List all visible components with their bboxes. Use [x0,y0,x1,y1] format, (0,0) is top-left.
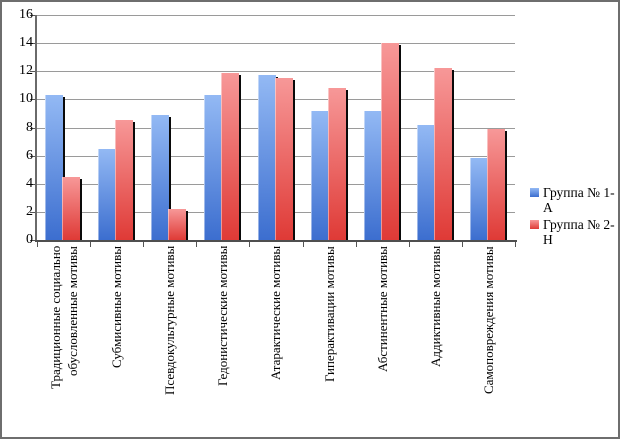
bar-series1 [151,114,170,240]
bar-series1 [310,110,329,240]
legend-swatch-group1-icon [530,188,539,197]
category-label: Абстинентные мотивы [356,246,409,437]
legend: Группа № 1-А Группа № 2-Н [530,185,615,249]
x-axis-tick [461,242,463,247]
bar-series1 [204,95,223,240]
y-axis-line [35,15,37,240]
gridline [37,15,515,16]
y-axis-tick [30,15,35,16]
category-label-text: Абстинентные мотивы [374,246,390,372]
y-axis-tick [30,71,35,73]
bar-series2 [433,68,452,240]
bar-series2 [274,78,293,240]
category-label: Атарактические мотивы [249,246,302,437]
legend-label-group1: Группа № 1-А [543,185,615,215]
legend-item-group2: Группа № 2-Н [530,217,615,247]
category-label: Гедонистические мотивы [196,246,249,437]
bar-series2 [486,128,505,240]
x-axis-tick [355,242,357,247]
bar-series1 [98,148,117,240]
bar-series2 [62,176,81,240]
legend-swatch-group2-icon [530,220,539,229]
category-label-text: Псевдокультурные мотивы [162,246,178,396]
x-axis-tick [37,242,38,247]
category-label: Псевдокультурные мотивы [143,246,196,437]
category-label-text: Самоповреждения мотивы [480,246,496,394]
bar-series2 [327,88,346,240]
category-label: Традиционные социально обусловленные мот… [37,246,90,437]
y-axis-label: 8 [26,119,33,135]
category-label: Аддиктивные мотивы [409,246,462,437]
legend-item-group1: Группа № 1-А [530,185,615,215]
category-label: Гиперактивации мотивы [303,246,356,437]
y-axis-label: 12 [19,63,33,79]
y-axis-tick [30,211,35,213]
y-axis-tick [30,240,35,241]
x-axis-tick [515,242,516,247]
bar-series1 [363,110,382,240]
x-axis-line [35,240,517,242]
y-axis-label: 14 [19,35,33,51]
x-axis-tick [196,242,198,247]
y-axis-label: 10 [19,91,33,107]
x-axis-tick [143,242,145,247]
bar-series2 [221,72,240,240]
y-axis-label: 4 [26,175,33,191]
gridline [37,43,515,45]
y-axis-label: 6 [26,147,33,163]
x-axis-tick [302,242,304,247]
category-label: Самоповреждения мотивы [462,246,515,437]
category-label-text: Гедонистические мотивы [215,246,231,387]
bar-series2 [168,209,187,240]
y-axis-label: 0 [26,232,33,247]
legend-label-group2: Группа № 2-Н [543,217,615,247]
bar-series1 [416,124,435,240]
x-axis-tick [249,242,251,247]
y-axis-label: 2 [26,203,33,219]
bar-series1 [257,75,276,240]
y-axis-tick [30,127,35,129]
category-label-text: Атарактические мотивы [268,246,284,381]
plot-area [30,15,517,247]
y-axis-tick [30,43,35,45]
category-label-text: Аддиктивные мотивы [427,246,443,368]
category-label-text: Гиперактивации мотивы [321,246,337,382]
bar-series2 [380,43,399,240]
gridline [37,71,515,73]
bar-series1 [45,95,64,240]
x-axis-tick [408,242,410,247]
bar-series2 [115,120,134,240]
category-label-text: Субмисивные мотивы [109,246,125,368]
x-axis-tick [90,242,92,247]
y-axis-tick [30,155,35,157]
y-axis-label: 16 [19,7,33,22]
category-label-text: Традиционные социально обусловленные мот… [47,246,80,390]
category-label: Субмисивные мотивы [90,246,143,437]
y-axis-tick [30,183,35,185]
y-axis-tick [30,99,35,101]
bar-series1 [469,158,488,240]
